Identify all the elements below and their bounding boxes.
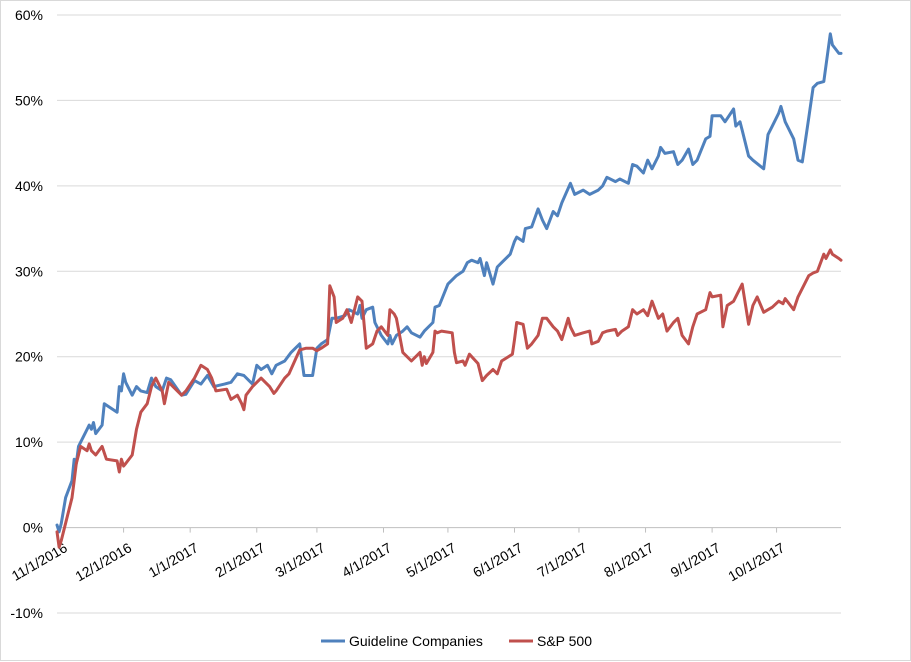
x-tick-label: 8/1/2017 <box>601 539 656 580</box>
series-lines <box>55 32 843 549</box>
x-tick-label: 2/1/2017 <box>212 539 267 580</box>
y-tick-label: 50% <box>15 92 43 108</box>
legend: Guideline Companies S&P 500 <box>321 633 592 649</box>
x-tick-label: 9/1/2017 <box>668 539 723 580</box>
y-tick-label: 60% <box>15 7 43 23</box>
gridlines <box>57 14 841 614</box>
x-tick-label: 4/1/2017 <box>339 539 394 580</box>
y-tick-label: -10% <box>10 605 43 621</box>
x-axis-tick-labels: 11/1/2016 12/1/2016 1/1/2017 2/1/2017 3/1/20… <box>9 539 788 584</box>
y-axis-tick-labels: -10% 0% 10% 20% 30% 40% 50% 60% <box>10 7 43 621</box>
y-tick-label: 40% <box>15 178 43 194</box>
x-tick-label: 7/1/2017 <box>534 539 589 580</box>
x-tick-label: 12/1/2016 <box>72 539 134 584</box>
y-tick-label: 10% <box>15 434 43 450</box>
x-tick-label: 1/1/2017 <box>146 539 201 580</box>
y-tick-label: 20% <box>15 349 43 365</box>
x-axis <box>57 527 841 533</box>
x-tick-label: 3/1/2017 <box>272 539 327 580</box>
x-tick-label: 5/1/2017 <box>403 539 458 580</box>
series-line-sp500 <box>55 248 843 549</box>
x-tick-label: 6/1/2017 <box>470 539 525 580</box>
y-tick-label: 0% <box>23 520 43 536</box>
x-tick-label: 10/1/2017 <box>725 539 787 584</box>
y-tick-label: 30% <box>15 263 43 279</box>
series-line-guideline-companies <box>55 32 843 534</box>
legend-label-guideline-companies: Guideline Companies <box>349 633 483 649</box>
legend-label-sp500: S&P 500 <box>537 633 592 649</box>
